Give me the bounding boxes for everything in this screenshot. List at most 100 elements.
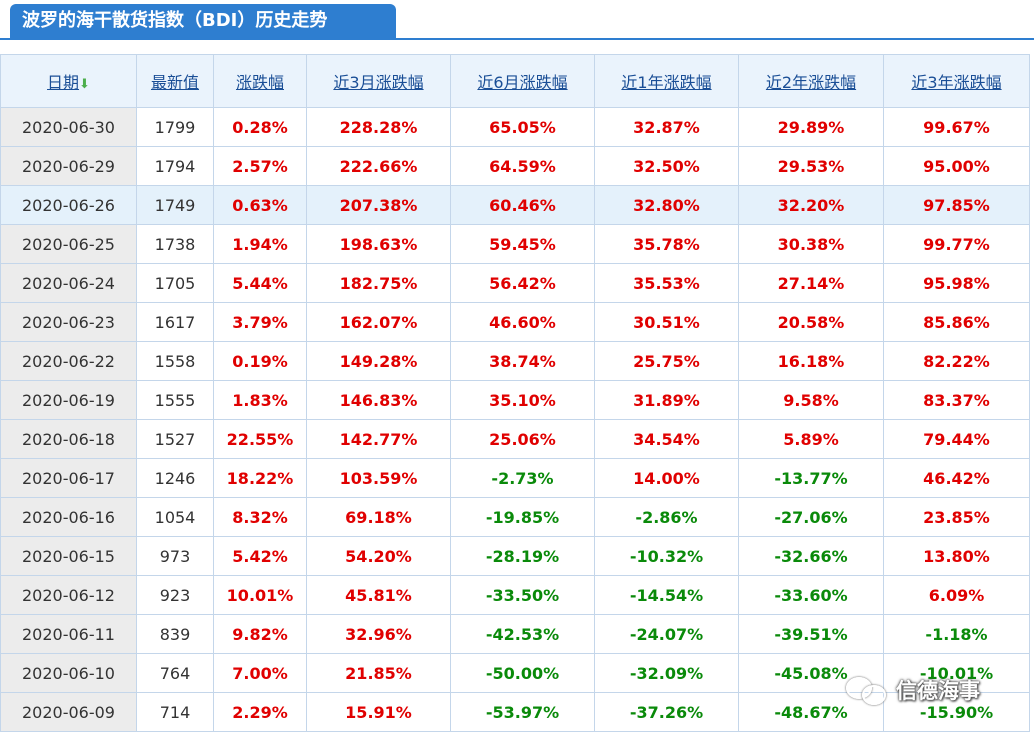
cell-m6: -53.97%: [450, 692, 595, 732]
cell-y1: -24.07%: [594, 614, 739, 654]
cell-change: 7.00%: [213, 653, 307, 693]
table-row: 2020-06-12 923 10.01% 45.81% -33.50% -14.54% -…: [0, 575, 1030, 615]
cell-date: 2020-06-15: [0, 536, 137, 576]
header-3m-label[interactable]: 近3月涨跌幅: [333, 73, 424, 92]
cell-latest: 714: [136, 692, 214, 732]
cell-m3: 149.28%: [306, 341, 451, 381]
cell-y1: -2.86%: [594, 497, 739, 537]
cell-change: 1.94%: [213, 224, 307, 264]
cell-change: 5.42%: [213, 536, 307, 576]
cell-y3: 97.85%: [883, 185, 1030, 225]
header-3m[interactable]: 近3月涨跌幅: [306, 54, 451, 108]
cell-date: 2020-06-18: [0, 419, 137, 459]
watermark-text: 信德海事: [896, 679, 980, 703]
cell-y1: 35.53%: [594, 263, 739, 303]
table-row: 2020-06-16 1054 8.32% 69.18% -19.85% -2.86% -2…: [0, 497, 1030, 537]
header-1y-label[interactable]: 近1年涨跌幅: [621, 73, 712, 92]
cell-latest: 1054: [136, 497, 214, 537]
cell-y2: 9.58%: [738, 380, 884, 420]
cell-change: 0.28%: [213, 107, 307, 147]
table-row: 2020-06-22 1558 0.19% 149.28% 38.74% 25.75% 16…: [0, 341, 1030, 381]
cell-y3: 46.42%: [883, 458, 1030, 498]
cell-change: 8.32%: [213, 497, 307, 537]
cell-change: 0.19%: [213, 341, 307, 381]
down-arrow-icon[interactable]: ⬇: [79, 77, 90, 92]
cell-latest: 1705: [136, 263, 214, 303]
table-row: 2020-06-29 1794 2.57% 222.66% 64.59% 32.50% 29…: [0, 146, 1030, 186]
cell-m6: 35.10%: [450, 380, 595, 420]
watermark: 信德海事: [846, 672, 1016, 708]
header-6m[interactable]: 近6月涨跌幅: [450, 54, 595, 108]
cell-y1: 32.50%: [594, 146, 739, 186]
cell-y2: 27.14%: [738, 263, 884, 303]
cell-y3: 85.86%: [883, 302, 1030, 342]
cell-y1: -14.54%: [594, 575, 739, 615]
header-1y[interactable]: 近1年涨跌幅: [594, 54, 739, 108]
cell-latest: 1558: [136, 341, 214, 381]
header-latest-label[interactable]: 最新值: [150, 73, 199, 92]
cell-change: 1.83%: [213, 380, 307, 420]
cell-m3: 146.83%: [306, 380, 451, 420]
header-6m-label[interactable]: 近6月涨跌幅: [477, 73, 568, 92]
cell-y1: -32.09%: [594, 653, 739, 693]
cell-latest: 1749: [136, 185, 214, 225]
cell-y3: 82.22%: [883, 341, 1030, 381]
header-2y[interactable]: 近2年涨跌幅: [738, 54, 884, 108]
cell-m6: 64.59%: [450, 146, 595, 186]
cell-change: 5.44%: [213, 263, 307, 303]
cell-date: 2020-06-23: [0, 302, 137, 342]
header-latest[interactable]: 最新值: [136, 54, 214, 108]
table-row: 2020-06-11 839 9.82% 32.96% -42.53% -24.07% -3…: [0, 614, 1030, 654]
cell-m6: -50.00%: [450, 653, 595, 693]
cell-m3: 45.81%: [306, 575, 451, 615]
cell-change: 22.55%: [213, 419, 307, 459]
header-date[interactable]: 日期⬇: [0, 54, 137, 108]
table-row: 2020-06-30 1799 0.28% 228.28% 65.05% 32.87% 29…: [0, 107, 1030, 147]
table-row: 2020-06-24 1705 5.44% 182.75% 56.42% 35.53% 27…: [0, 263, 1030, 303]
table-header-row: 日期⬇ 最新值 涨跌幅 近3月涨跌幅 近6月涨跌幅 近1年涨跌幅 近2年涨跌幅 …: [0, 54, 1030, 108]
cell-latest: 1799: [136, 107, 214, 147]
cell-y3: 23.85%: [883, 497, 1030, 537]
cell-y3: 83.37%: [883, 380, 1030, 420]
cell-y3: 13.80%: [883, 536, 1030, 576]
cell-m6: -42.53%: [450, 614, 595, 654]
cell-m3: 162.07%: [306, 302, 451, 342]
cell-y3: 99.77%: [883, 224, 1030, 264]
header-change[interactable]: 涨跌幅: [213, 54, 307, 108]
cell-y3: 79.44%: [883, 419, 1030, 459]
cell-y2: 32.20%: [738, 185, 884, 225]
cell-m3: 69.18%: [306, 497, 451, 537]
cell-date: 2020-06-16: [0, 497, 137, 537]
cell-y1: -37.26%: [594, 692, 739, 732]
header-change-label[interactable]: 涨跌幅: [235, 73, 284, 92]
header-3y-label[interactable]: 近3年涨跌幅: [911, 73, 1002, 92]
cell-m6: 38.74%: [450, 341, 595, 381]
table-row: 2020-06-18 1527 22.55% 142.77% 25.06% 34.54% 5…: [0, 419, 1030, 459]
header-2y-label[interactable]: 近2年涨跌幅: [765, 73, 857, 92]
cell-m6: 59.45%: [450, 224, 595, 264]
table-row: 2020-06-23 1617 3.79% 162.07% 46.60% 30.51% 20…: [0, 302, 1030, 342]
cell-date: 2020-06-17: [0, 458, 137, 498]
cell-y1: 30.51%: [594, 302, 739, 342]
cell-date: 2020-06-25: [0, 224, 137, 264]
cell-y2: 30.38%: [738, 224, 884, 264]
cell-change: 10.01%: [213, 575, 307, 615]
cell-y2: 20.58%: [738, 302, 884, 342]
cell-latest: 1738: [136, 224, 214, 264]
cell-change: 0.63%: [213, 185, 307, 225]
bdi-history-table: 日期⬇ 最新值 涨跌幅 近3月涨跌幅 近6月涨跌幅 近1年涨跌幅 近2年涨跌幅 …: [0, 54, 1030, 732]
title-bar: 波罗的海干散货指数（BDI）历史走势: [0, 0, 1034, 40]
table-row: 2020-06-25 1738 1.94% 198.63% 59.45% 35.78% 30…: [0, 224, 1030, 264]
cell-y3: 95.98%: [883, 263, 1030, 303]
cell-y2: -33.60%: [738, 575, 884, 615]
cell-date: 2020-06-12: [0, 575, 137, 615]
header-date-label[interactable]: 日期: [47, 73, 80, 92]
page-title: 波罗的海干散货指数（BDI）历史走势: [10, 4, 396, 38]
cell-change: 3.79%: [213, 302, 307, 342]
table-row: 2020-06-19 1555 1.83% 146.83% 35.10% 31.89% 9.…: [0, 380, 1030, 420]
cell-m6: 60.46%: [450, 185, 595, 225]
cell-y2: -32.66%: [738, 536, 884, 576]
cell-m3: 198.63%: [306, 224, 451, 264]
header-3y[interactable]: 近3年涨跌幅: [883, 54, 1030, 108]
cell-y3: -1.18%: [883, 614, 1030, 654]
